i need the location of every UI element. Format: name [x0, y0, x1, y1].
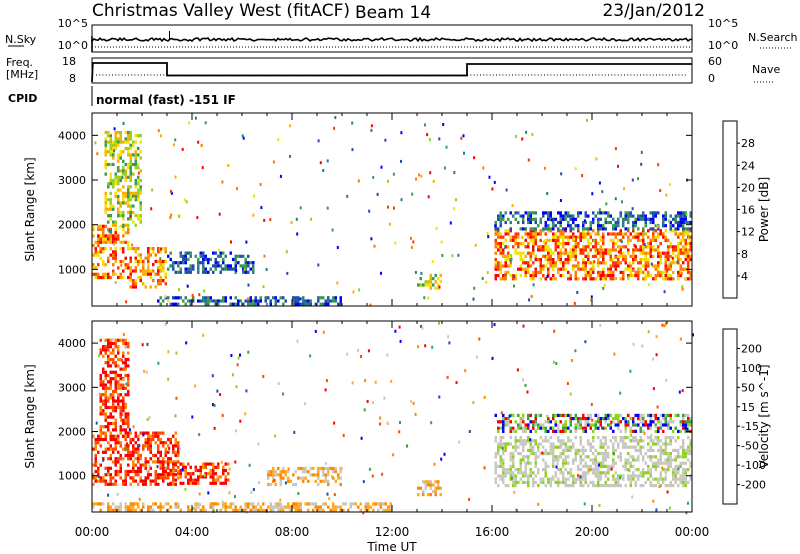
xtick-label: 04:00: [175, 525, 210, 539]
velocity-region-5: [417, 480, 442, 497]
power-colorbar: 28 24 20 16 12 8 4: [722, 120, 755, 299]
power-ytick-label: 1000: [58, 263, 86, 276]
cpid-label: CPID: [8, 92, 37, 105]
power-ytick-label: 4000: [58, 129, 86, 142]
nsky-tick-bottom: 10^0: [58, 39, 88, 52]
figure-title: Christmas Valley West (fitACF): [92, 1, 350, 21]
cpid-text: normal (fast) -151 IF: [96, 93, 236, 107]
power-region-6: [494, 229, 692, 281]
nsky-trace: [91, 31, 693, 52]
beam-label: Beam 14: [355, 3, 431, 23]
xtick-label: 20:00: [575, 525, 610, 539]
power-colorbar-label: 28: [741, 137, 755, 150]
xtick-label: 08:00: [275, 525, 310, 539]
nsky-strip: N.Sky 10^5 10^0 10^5 10^0 N.Search: [5, 17, 798, 53]
freq-unit: [MHz]: [6, 68, 38, 81]
power-colorbar-label: 8: [741, 248, 748, 261]
power-colorbar-label: 4: [741, 270, 748, 283]
nsearch-tick-bottom: 10^0: [708, 39, 738, 52]
power-colorbar-frame: [722, 120, 738, 299]
power-region-2: [104, 130, 142, 227]
velocity-colorbar: 200 100 50 15 -15 -50 -100 -200: [722, 328, 766, 505]
nsky-label: N.Sky: [5, 33, 37, 46]
velocity-ytick-label: 4000: [58, 337, 86, 350]
velocity-region-0: [92, 431, 180, 486]
power-region-5: [417, 273, 442, 290]
power-yaxis-label: Slant Range [km]: [23, 157, 37, 261]
velocity-region-6: [494, 436, 692, 488]
nave-tick-top: 60: [708, 55, 722, 68]
xtick-label: 12:00: [375, 525, 410, 539]
velocity-panel: 1000 2000 3000 4000 Slant Range [km] 200 100 50…: [23, 320, 771, 515]
velocity-colorbar-label: 100: [741, 362, 762, 375]
xtick-label: 00:00: [675, 525, 710, 539]
power-colorbar-label: 16: [741, 204, 755, 217]
power-colorbar-label: 24: [741, 159, 755, 172]
nsky-line: [91, 36, 693, 43]
power-colorbar-title: Power [dB]: [757, 177, 771, 242]
nsearch-tick-top: 10^5: [708, 17, 738, 30]
power-colorbar-label: 12: [741, 226, 755, 239]
freq-strip-frame: [91, 57, 693, 84]
x-axis-label: Time UT: [366, 540, 417, 554]
velocity-colorbar-label: 50: [741, 381, 755, 394]
date-label: 23/Jan/2012: [602, 1, 705, 21]
freq-tick-bottom: 8: [69, 72, 76, 85]
velocity-colorbar-frame: [722, 328, 738, 505]
velocity-colorbar-label: 200: [741, 342, 762, 355]
velocity-colorbar-label: -200: [741, 479, 766, 492]
velocity-colorbar-label: 15: [741, 401, 755, 414]
xtick-label: 16:00: [475, 525, 510, 539]
velocity-colorbar-label: -100: [741, 459, 766, 472]
power-region-4: [157, 296, 342, 306]
velocity-ytick-label: 3000: [58, 381, 86, 394]
power-colorbar-label: 20: [741, 181, 755, 194]
power-data-cells: [92, 130, 692, 306]
velocity-region-7: [494, 413, 692, 433]
power-region-1: [129, 247, 167, 289]
nsearch-label: N.Search: [748, 31, 798, 44]
power-region-7: [494, 211, 692, 231]
power-ytick-label: 3000: [58, 174, 86, 187]
xtick-label: 00:00: [75, 525, 110, 539]
power-panel: 1000 2000 3000 4000 Slant Range [km] 28 24 20 16…: [23, 112, 771, 307]
velocity-ytick-label: 2000: [58, 426, 86, 439]
velocity-colorbar-label: -15: [741, 420, 759, 433]
power-region-3: [167, 251, 255, 274]
freq-tick-top: 18: [62, 55, 76, 68]
velocity-region-4: [92, 502, 392, 512]
nsky-tick-top: 10^5: [58, 17, 88, 30]
velocity-ytick-label: 1000: [58, 470, 86, 483]
power-scatter-noise: [94, 116, 690, 307]
velocity-region-2: [167, 462, 230, 485]
power-ytick-label: 2000: [58, 219, 86, 232]
velocity-scatter-noise: [95, 321, 694, 515]
velocity-yaxis-label: Slant Range [km]: [23, 364, 37, 468]
nave-tick-bottom: 0: [708, 72, 715, 85]
velocity-colorbar-title: Velocity [m s^-1]: [757, 364, 771, 468]
power-region-0: [92, 224, 130, 280]
freq-label: Freq.: [6, 56, 33, 69]
velocity-region-1: [99, 338, 130, 435]
nave-label: Nave: [752, 63, 780, 76]
velocity-colorbar-label: -50: [741, 440, 759, 453]
velocity-data-cells: [92, 338, 692, 512]
velocity-region-3: [267, 466, 342, 487]
time-axis: 00:00 04:00 08:00 12:00 16:00 20:00 00:00: [75, 525, 710, 539]
freq-strip: Freq. [MHz] 18 8 60 0 Nave: [6, 55, 780, 85]
freq-trace: [91, 62, 692, 82]
